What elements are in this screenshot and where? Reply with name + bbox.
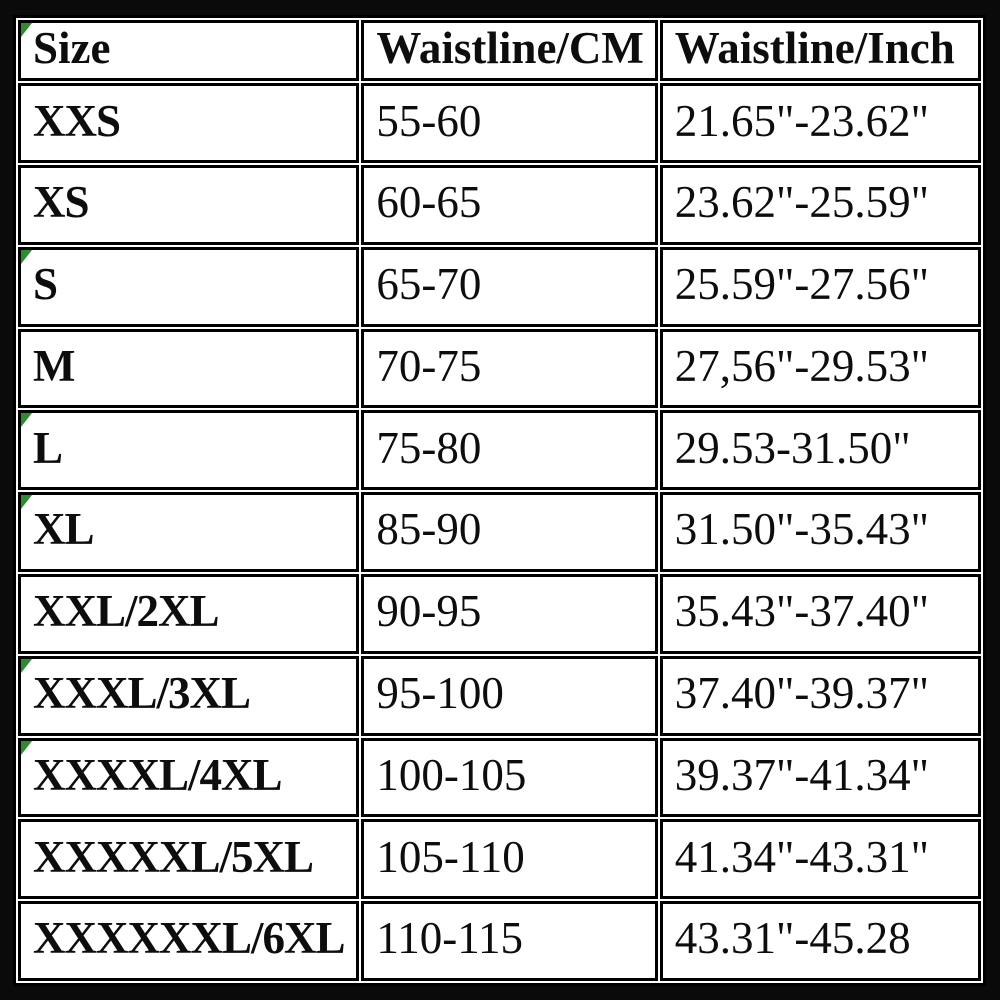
cm-cell: 90-95 bbox=[361, 573, 658, 654]
cm-cell: 100-105 bbox=[361, 737, 658, 818]
inch-cell: 21.65"-23.62" bbox=[659, 83, 981, 164]
column-header-waistline-cm: Waistline/CM bbox=[361, 20, 658, 82]
cm-cell: 65-70 bbox=[361, 246, 658, 327]
table-row: XS 60-65 23.62"-25.59" bbox=[18, 165, 981, 245]
table-row: L 75-80 29.53-31.50" bbox=[18, 410, 981, 491]
inch-cell: 29.53-31.50" bbox=[659, 410, 981, 491]
table-row: S 65-70 25.59"-27.56" bbox=[18, 246, 981, 327]
size-cell-label: XL bbox=[33, 504, 95, 555]
column-header-size-label: Size bbox=[33, 23, 111, 73]
inch-cell: 39.37"-41.34" bbox=[659, 737, 981, 818]
size-cell: XXS bbox=[18, 83, 360, 164]
green-corner-marker-icon bbox=[21, 23, 32, 37]
size-cell-label: L bbox=[33, 422, 63, 473]
size-cell: XXXXL/4XL bbox=[18, 737, 360, 818]
inch-cell: 31.50"-35.43" bbox=[659, 492, 981, 572]
size-cell-label: XXXL/3XL bbox=[33, 667, 251, 718]
cm-cell: 75-80 bbox=[361, 410, 658, 491]
size-cell: XXL/2XL bbox=[18, 573, 360, 654]
green-corner-marker-icon bbox=[21, 495, 32, 510]
size-cell: XL bbox=[18, 492, 360, 572]
inch-cell: 23.62"-25.59" bbox=[659, 165, 981, 245]
size-cell: M bbox=[18, 328, 360, 409]
inch-cell: 41.34"-43.31" bbox=[659, 819, 981, 900]
size-cell: XXXL/3XL bbox=[18, 655, 360, 736]
size-cell: XXXXXXL/6XL bbox=[18, 901, 360, 981]
inch-cell: 35.43"-37.40" bbox=[659, 573, 981, 654]
size-cell: XS bbox=[18, 165, 360, 245]
inch-cell: 37.40"-39.37" bbox=[659, 655, 981, 736]
column-header-waistline-inch: Waistline/Inch bbox=[659, 20, 981, 82]
green-corner-marker-icon bbox=[21, 740, 32, 755]
green-corner-marker-icon bbox=[21, 413, 32, 428]
cm-cell: 70-75 bbox=[361, 328, 658, 409]
column-header-size: Size bbox=[18, 20, 360, 82]
inch-cell: 43.31"-45.28 bbox=[659, 901, 981, 981]
size-cell: S bbox=[18, 246, 360, 327]
size-cell: L bbox=[18, 410, 360, 491]
table-row: XXS 55-60 21.65"-23.62" bbox=[18, 83, 981, 164]
table-row: XXXXXL/5XL 105-110 41.34"-43.31" bbox=[18, 819, 981, 900]
size-cell: XXXXXL/5XL bbox=[18, 819, 360, 900]
cm-cell: 60-65 bbox=[361, 165, 658, 245]
column-header-waistline-inch-label: Waistline/Inch bbox=[674, 23, 955, 73]
table-row: XXL/2XL 90-95 35.43"-37.40" bbox=[18, 573, 981, 654]
size-cell-label: XXXXL/4XL bbox=[33, 749, 283, 800]
inch-cell: 27,56"-29.53" bbox=[659, 328, 981, 409]
column-header-waistline-cm-label: Waistline/CM bbox=[376, 23, 644, 73]
cm-cell: 85-90 bbox=[361, 492, 658, 572]
size-chart-table: Size Waistline/CM Waistline/Inch XXS 55-… bbox=[13, 15, 986, 986]
cm-cell: 55-60 bbox=[361, 83, 658, 164]
cm-cell: 105-110 bbox=[361, 819, 658, 900]
table-row: XXXXL/4XL 100-105 39.37"-41.34" bbox=[18, 737, 981, 818]
inch-cell: 25.59"-27.56" bbox=[659, 246, 981, 327]
table-row: M 70-75 27,56"-29.53" bbox=[18, 328, 981, 409]
green-corner-marker-icon bbox=[21, 658, 32, 673]
table-row: XL 85-90 31.50"-35.43" bbox=[18, 492, 981, 572]
cm-cell: 95-100 bbox=[361, 655, 658, 736]
header-row: Size Waistline/CM Waistline/Inch bbox=[18, 20, 981, 82]
cm-cell: 110-115 bbox=[361, 901, 658, 981]
size-chart-table-container: Size Waistline/CM Waistline/Inch XXS 55-… bbox=[13, 15, 986, 986]
table-row: XXXXXXL/6XL 110-115 43.31"-45.28 bbox=[18, 901, 981, 981]
table-row: XXXL/3XL 95-100 37.40"-39.37" bbox=[18, 655, 981, 736]
green-corner-marker-icon bbox=[21, 249, 32, 264]
size-cell-label: S bbox=[33, 259, 58, 310]
